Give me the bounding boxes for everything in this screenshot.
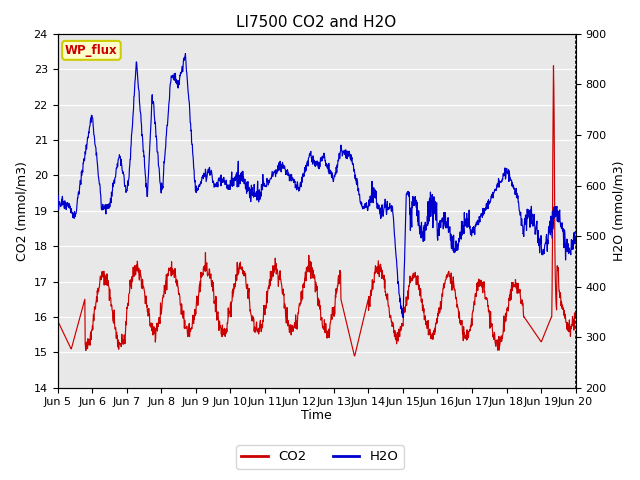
Legend: CO2, H2O: CO2, H2O [236, 445, 404, 468]
Text: WP_flux: WP_flux [65, 44, 118, 57]
Title: LI7500 CO2 and H2O: LI7500 CO2 and H2O [236, 15, 397, 30]
X-axis label: Time: Time [301, 409, 332, 422]
Y-axis label: H2O (mmol/m3): H2O (mmol/m3) [612, 161, 625, 261]
Y-axis label: CO2 (mmol/m3): CO2 (mmol/m3) [15, 161, 28, 261]
